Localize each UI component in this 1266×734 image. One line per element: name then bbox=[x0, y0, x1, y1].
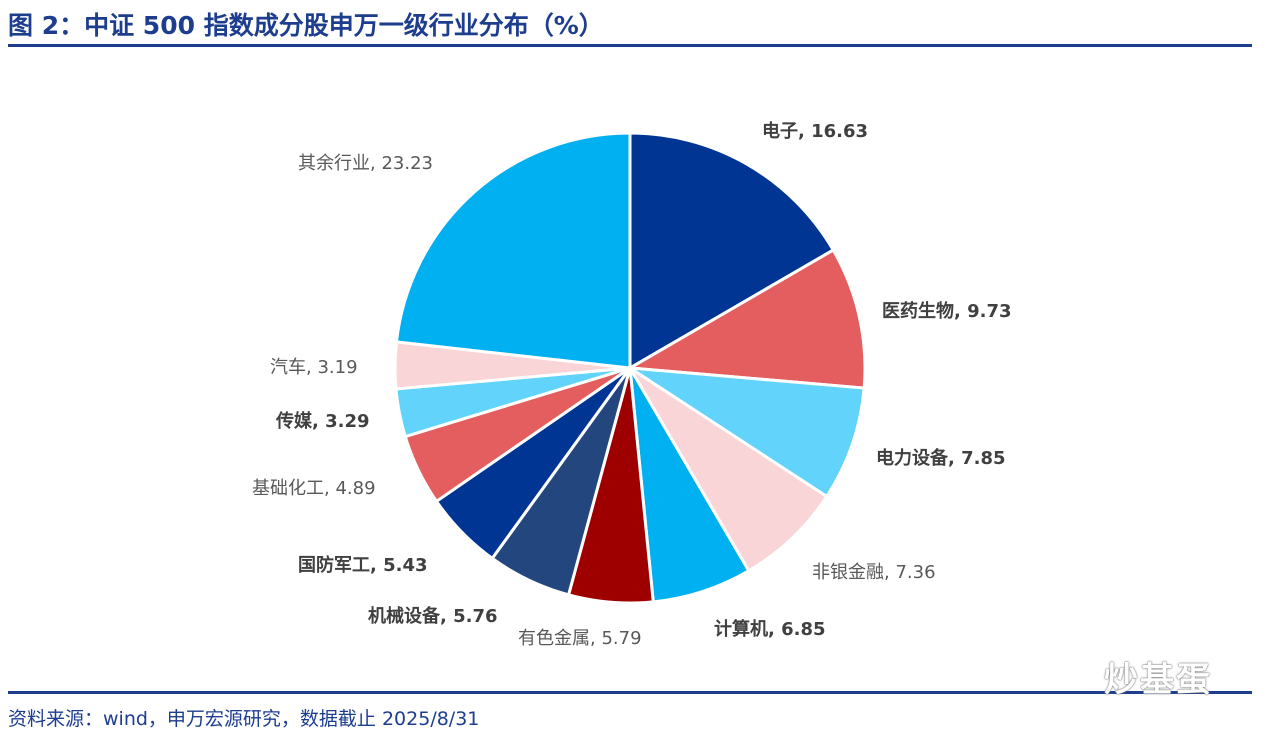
pie-slice-4 bbox=[628, 366, 829, 573]
source-note: 资料来源：wind，申万宏源研究，数据截止 2025/8/31 bbox=[8, 708, 480, 730]
title-rule bbox=[8, 44, 1252, 47]
slice-label-8: 国防军工, 5.43 bbox=[298, 554, 428, 576]
slice-label-1: 电子, 16.63 bbox=[762, 120, 868, 142]
slice-label-11: 汽车, 3.19 bbox=[270, 357, 358, 378]
slice-label-7: 机械设备, 5.76 bbox=[368, 605, 498, 627]
slice-label-2: 医药生物, 9.73 bbox=[882, 300, 1012, 322]
pie-slice-1 bbox=[628, 131, 835, 370]
source-rule bbox=[8, 691, 1252, 694]
slice-label-12: 其余行业, 23.23 bbox=[298, 153, 433, 174]
slice-label-3: 电力设备, 7.85 bbox=[876, 447, 1006, 469]
pie-slices bbox=[393, 131, 867, 605]
slice-label-9: 基础化工, 4.89 bbox=[252, 478, 376, 499]
watermark: 炒基蛋 bbox=[1104, 660, 1212, 700]
slice-label-6: 有色金属, 5.79 bbox=[518, 628, 642, 649]
pie-labels: 电子, 16.63 医药生物, 9.73 电力设备, 7.85 非银金融, 7.36 计… bbox=[252, 120, 1012, 649]
pie-slice-3 bbox=[628, 366, 866, 499]
pie-slice-2 bbox=[628, 248, 867, 390]
slice-label-10: 传媒, 3.29 bbox=[275, 410, 370, 432]
slice-label-5: 计算机, 6.85 bbox=[714, 618, 826, 640]
slice-label-4: 非银金融, 7.36 bbox=[812, 562, 936, 583]
chart-title: 图 2：中证 500 指数成分股申万一级行业分布（%） bbox=[8, 11, 604, 40]
pie-slice-12 bbox=[394, 131, 632, 370]
